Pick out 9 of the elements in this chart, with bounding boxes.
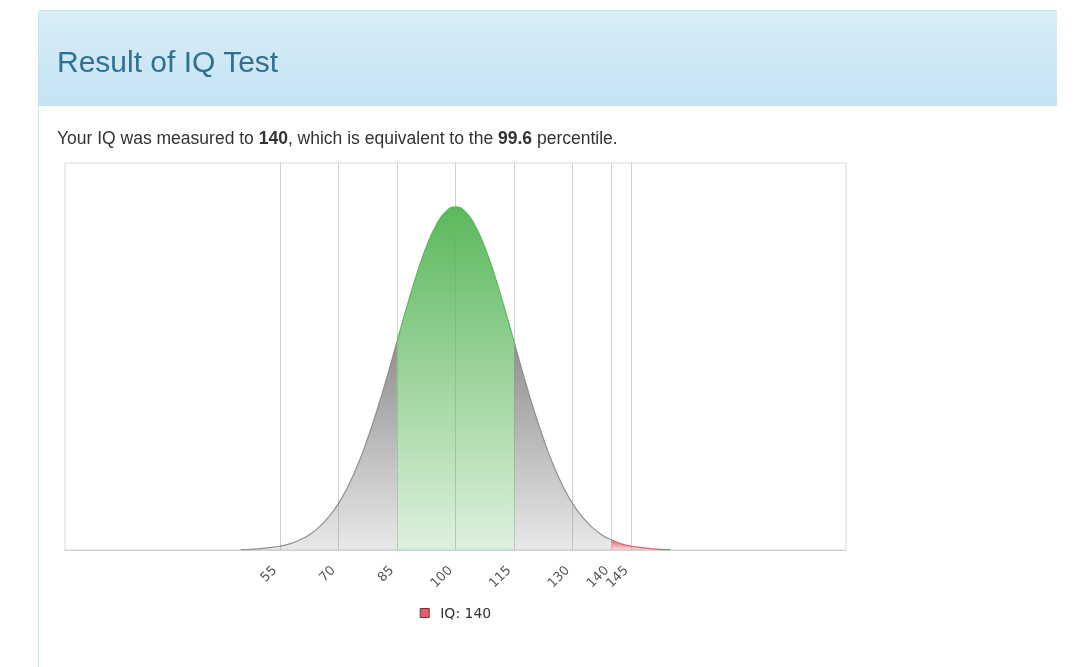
chart-title: Result of IQ Test [57,45,279,79]
x-tick-label: 115 [485,562,514,591]
x-tick-label: 85 [374,562,397,585]
x-tick-label: 55 [257,562,280,585]
legend-label: IQ: 140 [440,605,492,621]
chart-subtitle: Your IQ was measured to 140, which is equivalent to the 99.6 percentile. [57,128,618,148]
x-tick-label: 70 [315,562,338,585]
x-tick-label: 100 [427,562,456,591]
x-tick-label: 130 [544,562,573,591]
